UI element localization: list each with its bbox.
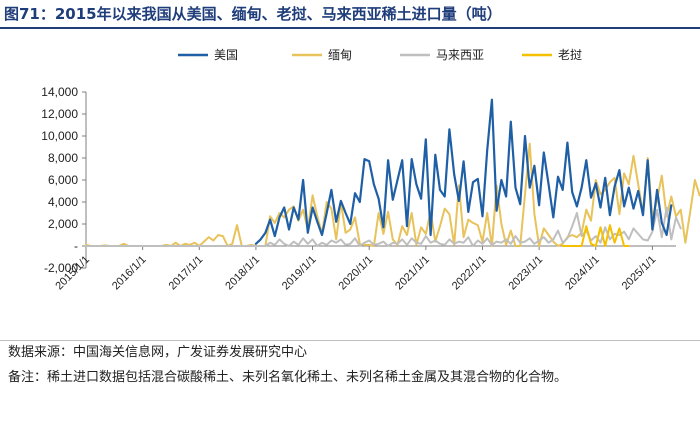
x-tick-label: 2018/1/1 [223,254,262,293]
x-tick-label: 2016/1/1 [110,254,149,293]
x-tick-label: 2024/1/1 [563,254,602,293]
series-line-3 [85,206,682,247]
chart-series [85,98,700,247]
y-tick-label: 2,000 [48,217,78,231]
legend-label-4: 老挝 [558,48,582,62]
chart-legend: 美国 缅甸 马来西亚 老挝 [178,48,582,62]
y-tick-label: 4,000 [48,195,78,209]
line-chart: 美国 缅甸 马来西亚 老挝 -2,000-2,0004,0006,0008,00010… [41,48,700,293]
x-tick-label: 2019/1/1 [280,254,319,293]
footer-divider [0,340,700,341]
y-tick-label: - [74,239,78,253]
chart-title: 图71：2015年以来我国从美国、缅甸、老挝、马来西亚稀土进口量（吨） [4,5,502,23]
y-tick-label: 14,000 [41,85,78,99]
series-line-1 [254,98,673,245]
legend-label-3: 马来西亚 [436,48,484,62]
x-tick-label: 2023/1/1 [506,254,545,293]
x-tick-label: 2022/1/1 [450,254,489,293]
x-tick-label: 2020/1/1 [337,254,376,293]
series-line-4 [561,224,630,247]
legend-label-2: 缅甸 [328,48,352,62]
y-tick-label: 6,000 [48,173,78,187]
x-tick-label: 2017/1/1 [167,254,206,293]
y-tick-label: -2,000 [44,261,78,275]
y-tick-label: 8,000 [48,151,78,165]
title-divider [0,27,700,29]
y-tick-label: 12,000 [41,107,78,121]
x-tick-label: 2025/1/1 [620,254,659,293]
series-line-2 [85,142,700,247]
legend-label-1: 美国 [214,48,238,62]
x-tick-label: 2021/1/1 [393,254,432,293]
title-bar: 图71：2015年以来我国从美国、缅甸、老挝、马来西亚稀土进口量（吨） [0,0,700,29]
footnote: 备注：稀土进口数据包括混合碳酸稀土、未列名氧化稀土、未列名稀土金属及其混合物的化… [8,370,568,385]
data-source: 数据来源：中国海关信息网，广发证券发展研究中心 [8,345,308,360]
y-tick-label: 10,000 [41,129,78,143]
